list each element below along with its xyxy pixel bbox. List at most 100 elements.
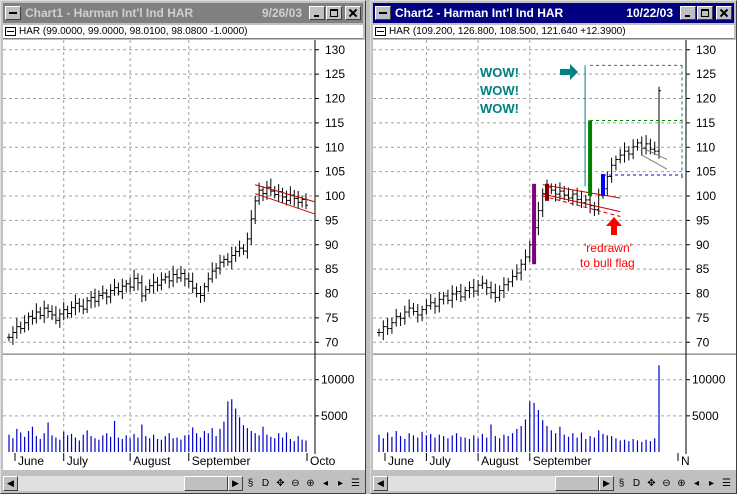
flagpole-bar [545,183,549,201]
chart1-date: 9/26/03 [261,6,302,20]
pane-menu-icon[interactable] [375,27,386,36]
volume-pane [3,355,365,455]
price-tick-label: 90 [325,238,339,252]
price-tick-label: 105 [696,165,716,179]
volume-tick-label: 5000 [692,409,719,423]
chart2-window[interactable]: Chart2 - Harman Int'l Ind HAR 10/22/03 H… [370,0,737,494]
price-tick-label: 95 [696,213,710,227]
right-arrow-icon [560,64,578,80]
scroll-right-icon[interactable]: ▸ [708,477,715,489]
flag-channel-line [542,193,621,213]
scroll-thumb[interactable] [555,475,599,491]
chart2-titlebar[interactable]: Chart2 - Harman Int'l Ind HAR 10/22/03 [373,3,734,23]
window-menu-icon[interactable] [375,6,391,20]
price-tick-label: 115 [325,116,344,130]
scroll-left-icon[interactable]: ◂ [693,477,700,489]
price-tick-label: 80 [325,287,339,301]
trend-line [640,146,668,160]
menu-icon[interactable]: ☰ [351,477,360,489]
chart2-ohlc-readout: HAR (109.200, 126.800, 108.500, 121.640 … [389,26,626,37]
zoom-in-icon[interactable]: ⊕ [677,477,686,489]
price-tick-label: 75 [696,311,710,325]
zoom-out-icon[interactable]: ⊖ [291,477,300,489]
menu-icon[interactable]: ☰ [722,477,731,489]
price-tick-label: 100 [325,189,345,203]
chart1-bottombar: ◀ ▶ § D ✥ ⊖ ⊕ ◂ ▸ ☰ [3,475,363,491]
price-tick-label: 125 [325,67,345,81]
zoom-out-icon[interactable]: ⊖ [662,477,671,489]
close-button[interactable] [345,6,361,20]
move-icon[interactable]: ✥ [647,477,656,489]
redrawn-annotation: 'redrawn' [584,241,632,255]
chart2-scrollbar[interactable] [388,475,599,491]
chart1-titlebar[interactable]: Chart1 - Harman Int'l Ind HAR 9/26/03 [3,3,363,23]
price-tick-label: 85 [325,262,339,276]
d-icon[interactable]: D [261,477,270,489]
maximize-button[interactable] [326,6,342,20]
price-tick-label: 115 [696,116,715,130]
price-tick-label: 85 [696,262,710,276]
date-axis [373,453,736,470]
chart2-title: Chart2 - Harman Int'l Ind HAR [395,6,564,20]
scroll-right-arrow-icon[interactable]: ▶ [599,475,614,491]
month-label: Octo [310,454,336,468]
zoom-in-icon[interactable]: ⊕ [306,477,315,489]
chart1-data-header: HAR (99.0000, 99.0000, 98.0100, 98.0800 … [3,25,363,39]
flag-channel-line [542,195,621,217]
price-tick-label: 75 [325,311,339,325]
window-menu-icon[interactable] [5,6,21,20]
volume-tick-label: 5000 [321,409,348,423]
minimize-button[interactable] [680,6,696,20]
scroll-left-arrow-icon[interactable]: ◀ [373,475,388,491]
chart2-plot[interactable]: 70 75 80 85 90 95 100 105 110 115 120 125 130 5000 100… [373,40,736,473]
flagpole-bar [588,120,593,196]
wow-annotation: WOW! [480,65,519,80]
month-label: N [681,454,690,468]
volume-tick-label: 10000 [692,373,726,387]
scroll-left-icon[interactable]: ◂ [322,477,329,489]
close-button[interactable] [716,6,732,20]
chart1-scrollbar[interactable] [18,475,228,491]
move-icon[interactable]: ✥ [276,477,285,489]
volume-pane [373,355,736,455]
chart1-window[interactable]: Chart1 - Harman Int'l Ind HAR 9/26/03 HA… [0,0,366,494]
flagpole-bar [532,183,537,265]
scroll-left-arrow-icon[interactable]: ◀ [3,475,18,491]
volume-tick-label: 10000 [321,373,355,387]
scroll-right-arrow-icon[interactable]: ▶ [228,475,243,491]
month-label: June [388,454,414,468]
flag-channel-line [255,193,316,215]
pane-menu-icon[interactable] [5,27,16,36]
chart2-bottombar: ◀ ▶ § D ✥ ⊖ ⊕ ◂ ▸ ☰ [373,475,734,491]
maximize-button[interactable] [697,6,713,20]
chart2-data-header: HAR (109.200, 126.800, 108.500, 121.640 … [373,25,734,39]
price-tick-label: 110 [696,140,715,154]
flagpole-bar [601,174,605,196]
chain-icon[interactable]: § [247,477,254,489]
price-tick-label: 110 [325,140,344,154]
price-tick-label: 120 [325,92,345,106]
date-axis [3,453,365,470]
scroll-thumb[interactable] [184,475,228,491]
chain-icon[interactable]: § [618,477,625,489]
month-label: August [481,454,519,468]
price-tick-label: 130 [325,43,345,57]
up-arrow-icon [606,217,622,235]
month-label: June [18,454,44,468]
price-pane [3,40,365,354]
chart1-title: Chart1 - Harman Int'l Ind HAR [25,6,194,20]
chart2-date: 10/22/03 [626,6,673,20]
flag-channel-line [542,184,621,199]
wow-annotation: WOW! [480,101,519,116]
wow-annotation: WOW! [480,83,519,98]
scroll-right-icon[interactable]: ▸ [337,477,344,489]
price-tick-label: 70 [696,335,710,349]
price-tick-label: 95 [325,213,339,227]
price-tick-label: 100 [696,189,716,203]
price-tick-label: 70 [325,335,339,349]
minimize-button[interactable] [309,6,325,20]
month-label: September [192,454,251,468]
chart1-plot[interactable]: 70 75 80 85 90 95 100 105 110 115 120 125 130 5000 100… [3,40,365,473]
bull-flag-annotation: to bull flag [580,256,635,270]
d-icon[interactable]: D [632,477,641,489]
